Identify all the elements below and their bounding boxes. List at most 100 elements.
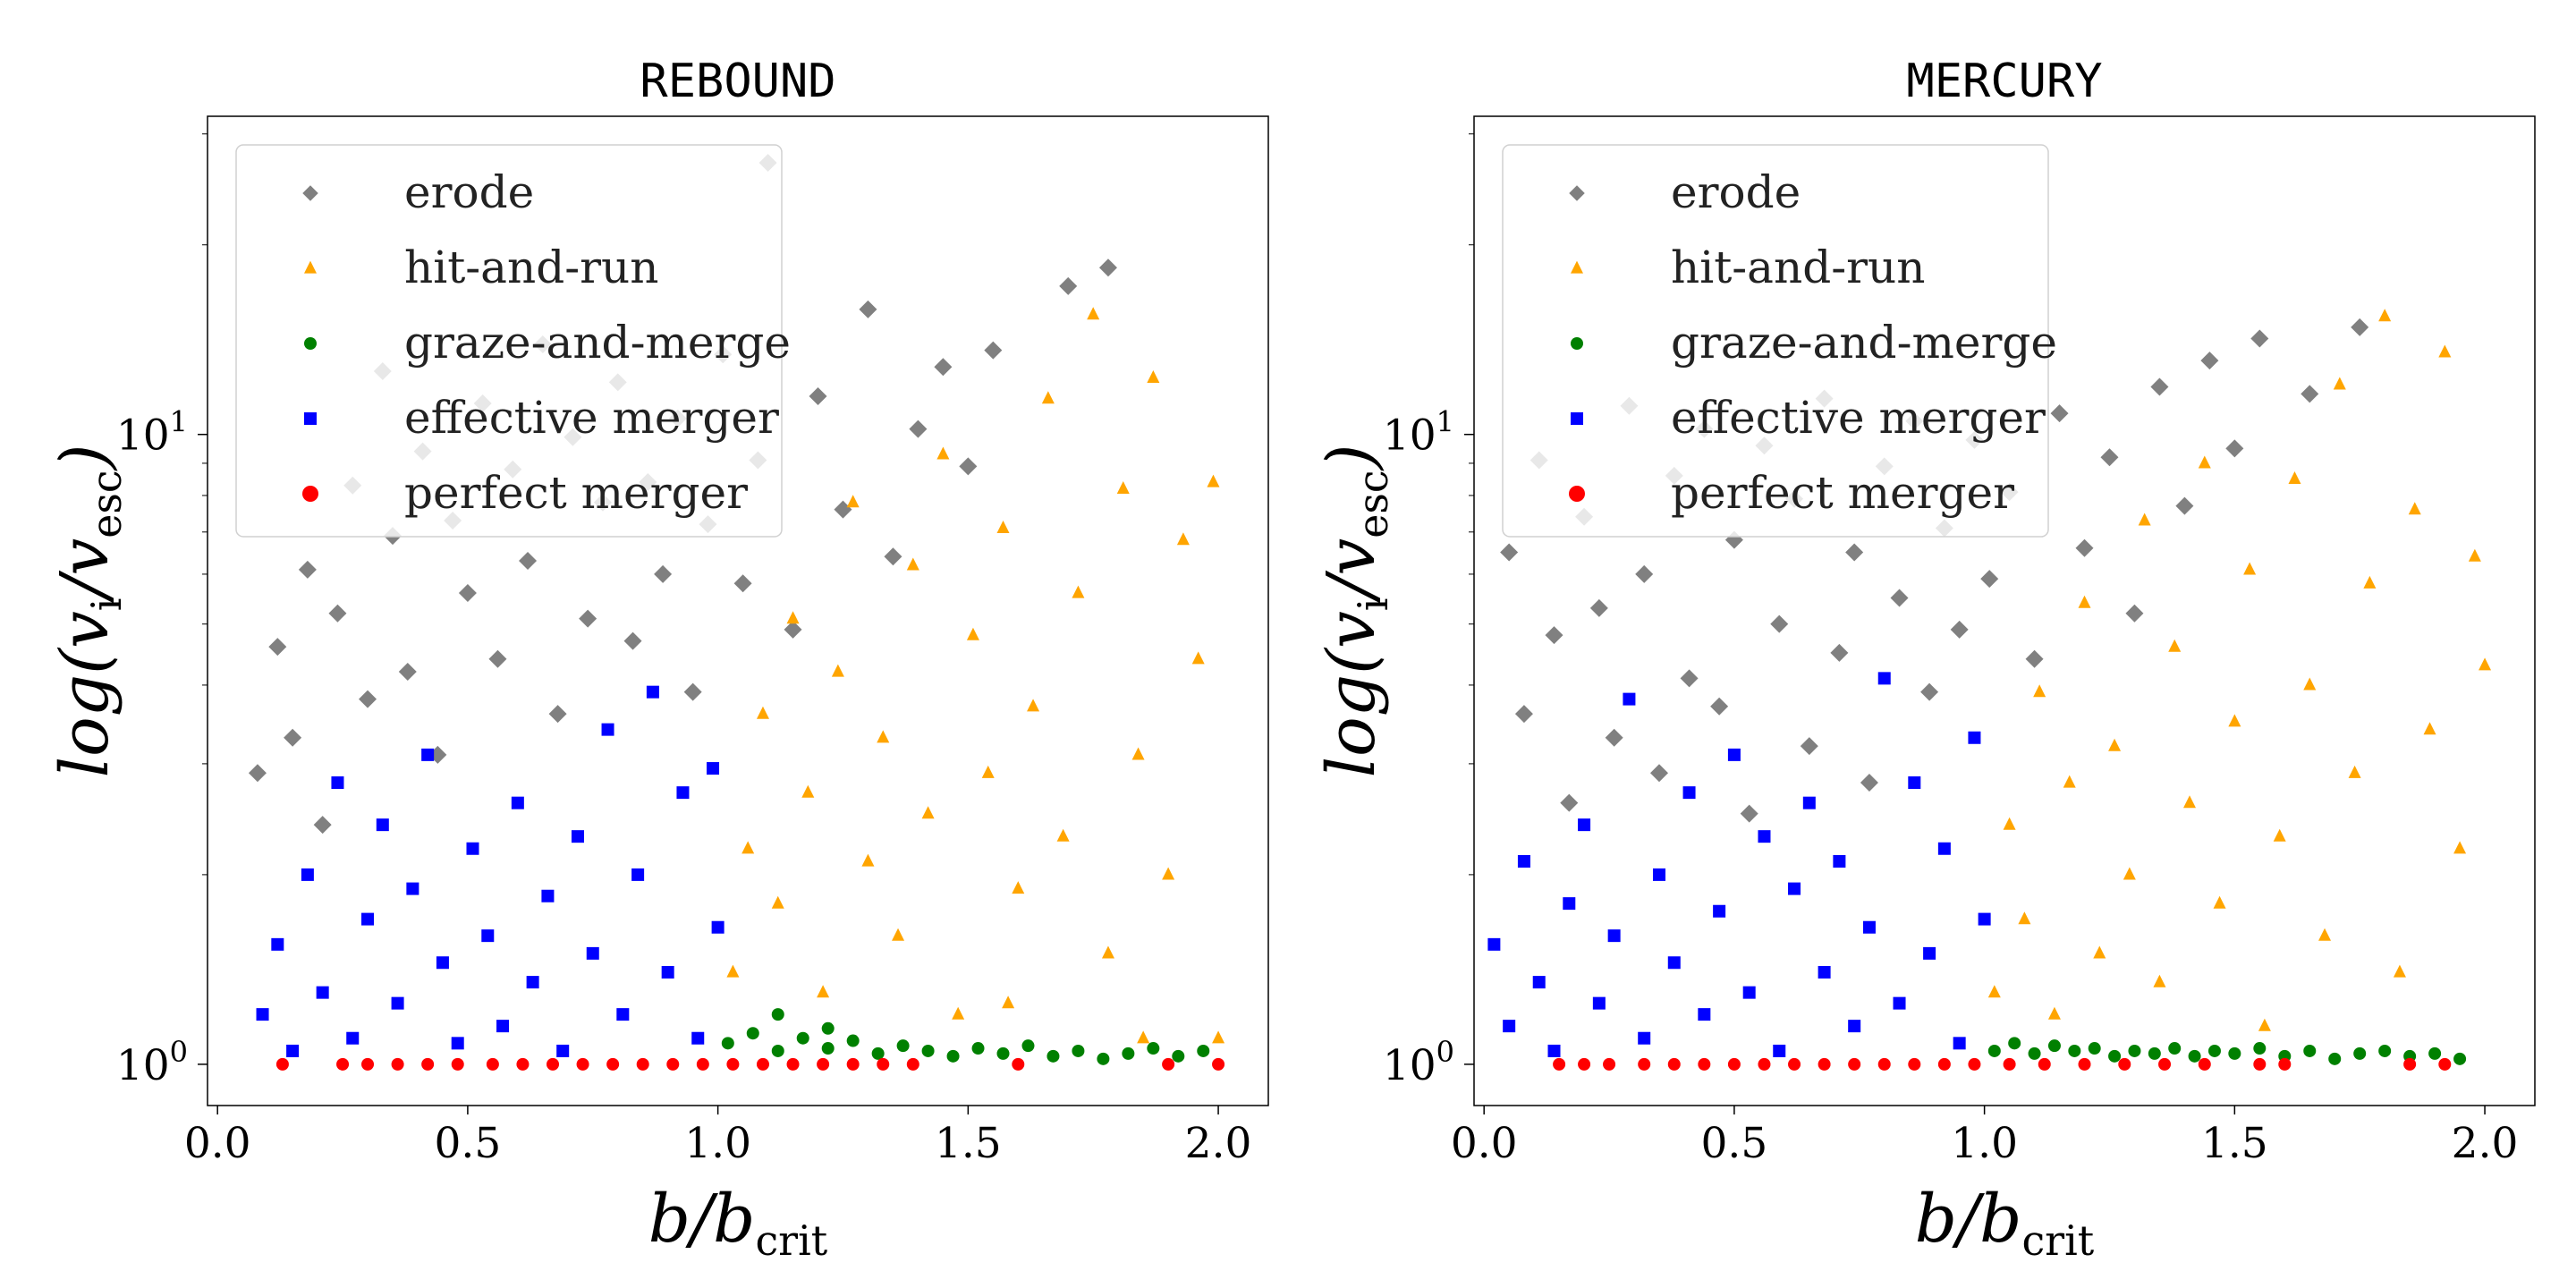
- data-point: [691, 1031, 705, 1045]
- data-point: [1517, 854, 1530, 868]
- data-point: [526, 976, 539, 989]
- data-point: [361, 1057, 375, 1071]
- data-point: [952, 1006, 965, 1020]
- data-point: [1758, 830, 1771, 843]
- data-point: [1207, 474, 1220, 487]
- legend-box: [235, 144, 783, 538]
- series-hit-and-run: [1987, 309, 2492, 1031]
- data-point: [756, 1057, 769, 1071]
- data-point: [451, 1037, 464, 1050]
- data-point: [1116, 480, 1130, 494]
- data-point: [361, 912, 375, 926]
- data-point: [877, 1057, 890, 1071]
- data-point: [984, 341, 1003, 360]
- data-point: [541, 889, 555, 902]
- data-point: [2303, 677, 2317, 691]
- data-point: [2258, 1018, 2271, 1031]
- data-point: [1578, 1057, 1591, 1071]
- data-point: [676, 786, 690, 800]
- data-point: [2188, 1049, 2201, 1063]
- data-point: [623, 631, 642, 650]
- data-point: [586, 946, 599, 960]
- series-perfect-merger: [1553, 1057, 2452, 1071]
- data-point: [571, 830, 584, 843]
- data-point: [1908, 776, 1921, 790]
- series-hit-and-run: [726, 307, 1225, 1044]
- data-point: [1727, 1057, 1741, 1071]
- data-point: [1578, 818, 1591, 832]
- x-tick-label: 1.5: [935, 1119, 1002, 1168]
- data-point: [1987, 985, 2001, 998]
- data-point: [1087, 307, 1100, 320]
- data-point: [406, 882, 419, 895]
- data-point: [1980, 570, 1999, 589]
- y-tick-label: 101: [1383, 405, 1454, 461]
- legend-marker: [1569, 185, 1585, 201]
- data-point: [921, 1044, 935, 1057]
- y-tick-label: 101: [116, 405, 188, 461]
- data-point: [1553, 1057, 1566, 1071]
- data-point: [1953, 1037, 1966, 1050]
- data-point: [1147, 1042, 1160, 1055]
- x-axis-label: b/bcrit: [648, 1181, 828, 1265]
- data-point: [519, 552, 538, 571]
- data-point: [796, 1031, 809, 1045]
- data-point: [1862, 920, 1876, 934]
- data-point: [2100, 448, 2119, 467]
- legend-label: erode: [404, 166, 534, 218]
- data-point: [284, 728, 302, 747]
- data-point: [1176, 532, 1190, 546]
- legend-marker: [1571, 260, 1583, 274]
- x-tick-label: 0.0: [1451, 1119, 1518, 1168]
- data-point: [1937, 842, 1951, 855]
- data-point: [316, 986, 329, 999]
- data-point: [516, 1057, 530, 1071]
- data-point: [1147, 370, 1160, 384]
- data-point: [346, 1031, 360, 1045]
- data-point: [2479, 657, 2492, 671]
- data-point: [2158, 1057, 2172, 1071]
- data-point: [846, 495, 860, 508]
- data-point: [1877, 1057, 1891, 1071]
- data-point: [1740, 804, 1758, 823]
- data-point: [1021, 1039, 1035, 1053]
- data-point: [1605, 728, 1623, 747]
- data-point: [1638, 1031, 1651, 1045]
- data-point: [2153, 974, 2166, 987]
- data-point: [1635, 564, 1654, 583]
- data-point: [784, 620, 802, 639]
- data-point: [2050, 404, 2069, 423]
- data-point: [421, 748, 435, 761]
- data-point: [1649, 764, 1668, 783]
- data-point: [2428, 1046, 2442, 1060]
- data-point: [733, 574, 752, 593]
- data-point: [616, 1008, 630, 1021]
- data-point: [756, 706, 769, 719]
- data-point: [2243, 562, 2257, 575]
- data-point: [1682, 786, 1696, 800]
- data-point: [376, 818, 389, 832]
- data-point: [1770, 614, 1789, 633]
- data-point: [2328, 1052, 2342, 1065]
- data-point: [834, 500, 852, 519]
- legend: erode hit-and-run graze-and-merge effective…: [235, 144, 791, 538]
- data-point: [1893, 996, 1906, 1010]
- data-point: [1532, 976, 1546, 989]
- data-point: [2033, 684, 2046, 698]
- data-point: [666, 1057, 680, 1071]
- data-point: [286, 1044, 300, 1057]
- data-point: [2213, 895, 2226, 909]
- data-point: [2028, 1046, 2041, 1060]
- data-point: [1607, 929, 1621, 943]
- data-point: [271, 937, 284, 951]
- data-point: [1589, 598, 1608, 617]
- data-point: [1667, 1057, 1681, 1071]
- x-tick-label: 0.5: [435, 1119, 502, 1168]
- legend-marker: [304, 260, 317, 274]
- data-point: [1800, 737, 1818, 756]
- data-point: [451, 1057, 464, 1071]
- data-point: [921, 806, 935, 819]
- legend-marker: [1571, 412, 1583, 425]
- legend-marker: [1571, 337, 1583, 350]
- data-point: [809, 386, 827, 405]
